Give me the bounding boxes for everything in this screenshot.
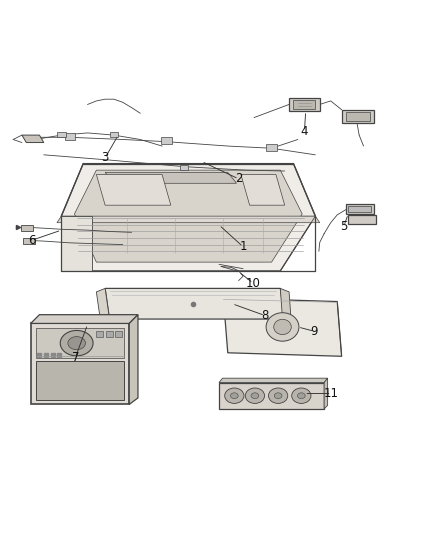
Ellipse shape: [60, 330, 93, 356]
Ellipse shape: [274, 393, 282, 399]
Polygon shape: [96, 288, 110, 322]
Polygon shape: [180, 165, 188, 170]
Polygon shape: [61, 164, 315, 271]
Ellipse shape: [245, 388, 265, 403]
Polygon shape: [23, 238, 35, 244]
Polygon shape: [21, 225, 33, 231]
Ellipse shape: [297, 393, 305, 399]
Polygon shape: [161, 138, 172, 144]
Polygon shape: [219, 378, 328, 383]
Text: 4: 4: [300, 125, 308, 138]
Text: 9: 9: [311, 325, 318, 338]
Polygon shape: [96, 174, 171, 205]
Polygon shape: [36, 361, 124, 400]
Polygon shape: [266, 144, 277, 151]
Text: 3: 3: [102, 151, 109, 164]
Polygon shape: [57, 216, 320, 223]
Polygon shape: [324, 378, 328, 409]
Polygon shape: [342, 110, 374, 123]
Text: 11: 11: [324, 387, 339, 400]
Text: 10: 10: [246, 277, 261, 289]
Ellipse shape: [68, 336, 85, 350]
Polygon shape: [129, 314, 138, 405]
Polygon shape: [223, 298, 342, 356]
Polygon shape: [65, 133, 75, 140]
Ellipse shape: [292, 388, 311, 403]
Polygon shape: [289, 98, 320, 111]
Text: 8: 8: [261, 309, 268, 322]
Text: 7: 7: [71, 351, 79, 364]
Polygon shape: [293, 100, 315, 109]
Polygon shape: [36, 328, 124, 359]
Polygon shape: [348, 206, 371, 212]
Text: 2: 2: [235, 172, 243, 185]
Polygon shape: [280, 288, 291, 322]
Ellipse shape: [274, 319, 291, 335]
Polygon shape: [348, 215, 376, 223]
Polygon shape: [219, 383, 324, 409]
Ellipse shape: [251, 393, 259, 399]
Polygon shape: [105, 288, 285, 319]
Polygon shape: [74, 170, 302, 262]
Ellipse shape: [230, 393, 238, 399]
Polygon shape: [96, 332, 103, 336]
Polygon shape: [241, 174, 285, 205]
Polygon shape: [105, 172, 237, 183]
Polygon shape: [106, 332, 113, 336]
Polygon shape: [22, 135, 44, 142]
Ellipse shape: [225, 388, 244, 403]
Text: 1: 1: [239, 240, 247, 253]
Polygon shape: [57, 132, 66, 138]
Polygon shape: [31, 314, 138, 324]
Polygon shape: [115, 332, 122, 336]
Ellipse shape: [266, 313, 299, 341]
Text: 5: 5: [340, 220, 347, 233]
Ellipse shape: [268, 388, 288, 403]
Polygon shape: [346, 204, 374, 214]
Polygon shape: [346, 112, 370, 120]
Polygon shape: [31, 324, 129, 405]
Polygon shape: [61, 216, 92, 271]
Text: 6: 6: [28, 233, 36, 247]
Polygon shape: [280, 216, 315, 271]
Polygon shape: [110, 132, 118, 138]
